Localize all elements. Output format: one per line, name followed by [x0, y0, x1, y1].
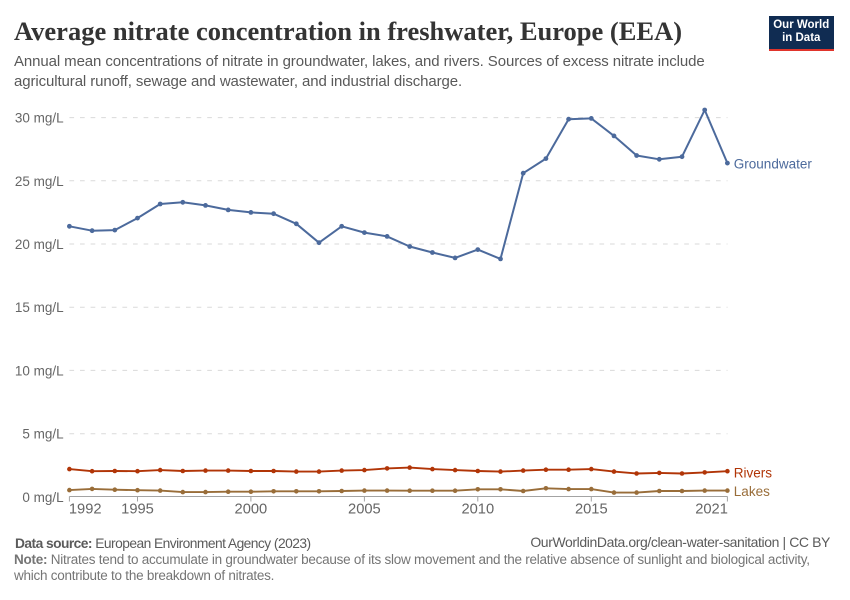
- svg-text:10 mg/L: 10 mg/L: [15, 363, 64, 378]
- svg-text:2010: 2010: [461, 502, 494, 518]
- svg-text:1995: 1995: [121, 502, 154, 518]
- svg-text:2021: 2021: [695, 502, 728, 518]
- svg-text:20 mg/L: 20 mg/L: [15, 237, 64, 252]
- svg-text:Groundwater: Groundwater: [734, 157, 813, 172]
- svg-text:2015: 2015: [575, 502, 608, 518]
- svg-text:25 mg/L: 25 mg/L: [15, 174, 64, 189]
- svg-text:5 mg/L: 5 mg/L: [22, 427, 64, 442]
- svg-text:2000: 2000: [235, 502, 268, 518]
- svg-text:2005: 2005: [348, 502, 381, 518]
- svg-text:30 mg/L: 30 mg/L: [15, 111, 64, 126]
- svg-text:Rivers: Rivers: [734, 466, 773, 481]
- svg-text:15 mg/L: 15 mg/L: [15, 300, 64, 315]
- svg-text:0 mg/L: 0 mg/L: [22, 490, 64, 505]
- svg-text:Lakes: Lakes: [734, 484, 770, 499]
- svg-text:1992: 1992: [69, 502, 102, 518]
